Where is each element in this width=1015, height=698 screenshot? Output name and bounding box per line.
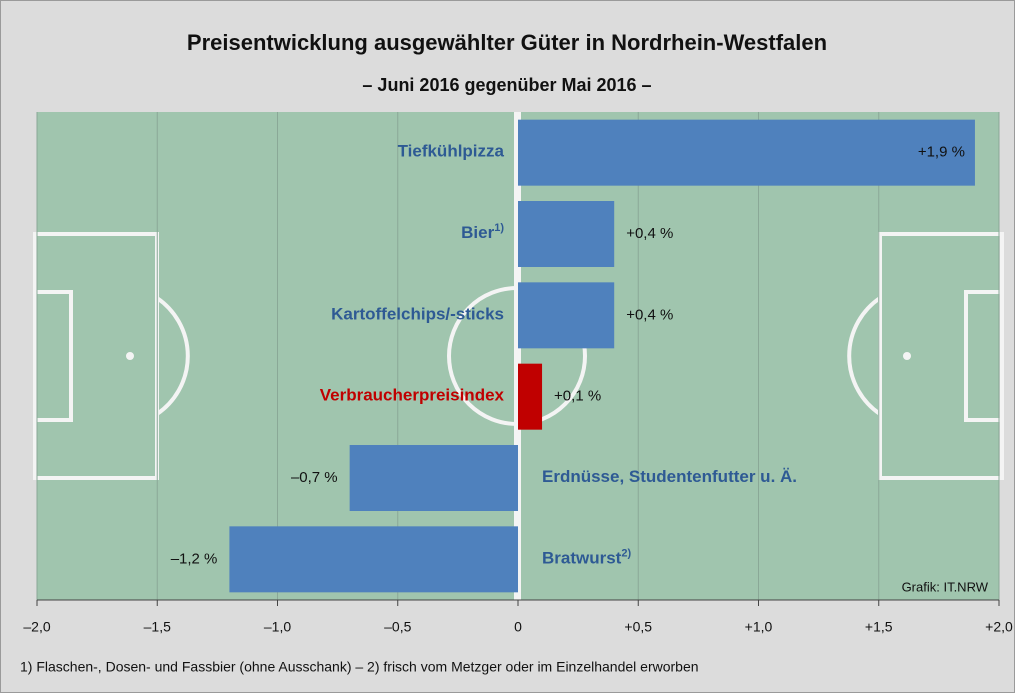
category-note: 1) xyxy=(494,222,504,234)
chart-title: Preisentwicklung ausgewählter Güter in N… xyxy=(187,30,827,55)
source: Grafik: IT.NRW xyxy=(902,579,989,594)
category-text: Kartoffelchips/-sticks xyxy=(331,305,504,324)
x-tick-label: +1,5 xyxy=(865,619,893,635)
bar xyxy=(350,445,518,511)
category-text: Erdnüsse, Studentenfutter u. Ä. xyxy=(542,467,797,486)
x-tick-label: –2,0 xyxy=(23,619,50,635)
value-label: +1,9 % xyxy=(918,144,965,161)
category-text: Bier xyxy=(461,223,494,242)
category-label: Tiefkühlpizza xyxy=(398,142,505,161)
value-label: +0,1 % xyxy=(554,388,601,405)
x-tick-label: –0,5 xyxy=(384,619,411,635)
category-text: Bratwurst xyxy=(542,549,622,568)
x-tick-label: +1,0 xyxy=(745,619,773,635)
bar xyxy=(518,282,614,348)
x-tick-label: –1,0 xyxy=(264,619,291,635)
value-label: +0,4 % xyxy=(626,225,673,242)
x-tick-label: +0,5 xyxy=(624,619,652,635)
category-label: Bratwurst2) xyxy=(542,547,631,568)
category-label: Kartoffelchips/-sticks xyxy=(331,305,504,324)
x-tick-label: +2,0 xyxy=(985,619,1013,635)
value-label: –1,2 % xyxy=(171,550,218,567)
chart-subtitle: – Juni 2016 gegenüber Mai 2016 – xyxy=(362,75,651,95)
chart: Preisentwicklung ausgewählter Güter in N… xyxy=(0,0,1015,693)
bar xyxy=(518,120,975,186)
bar xyxy=(229,526,518,592)
category-label: Erdnüsse, Studentenfutter u. Ä. xyxy=(542,467,797,486)
category-text: Tiefkühlpizza xyxy=(398,142,505,161)
bar xyxy=(518,201,614,267)
x-tick-label: –1,5 xyxy=(144,619,171,635)
category-text: Verbraucherpreisindex xyxy=(320,386,505,405)
value-label: +0,4 % xyxy=(626,306,673,323)
category-note: 2) xyxy=(621,547,631,559)
bar xyxy=(518,364,542,430)
footnote: 1) Flaschen-, Dosen- und Fassbier (ohne … xyxy=(20,659,699,675)
value-label: –0,7 % xyxy=(291,469,338,486)
category-label: Verbraucherpreisindex xyxy=(320,386,505,405)
x-tick-label: 0 xyxy=(514,619,522,635)
